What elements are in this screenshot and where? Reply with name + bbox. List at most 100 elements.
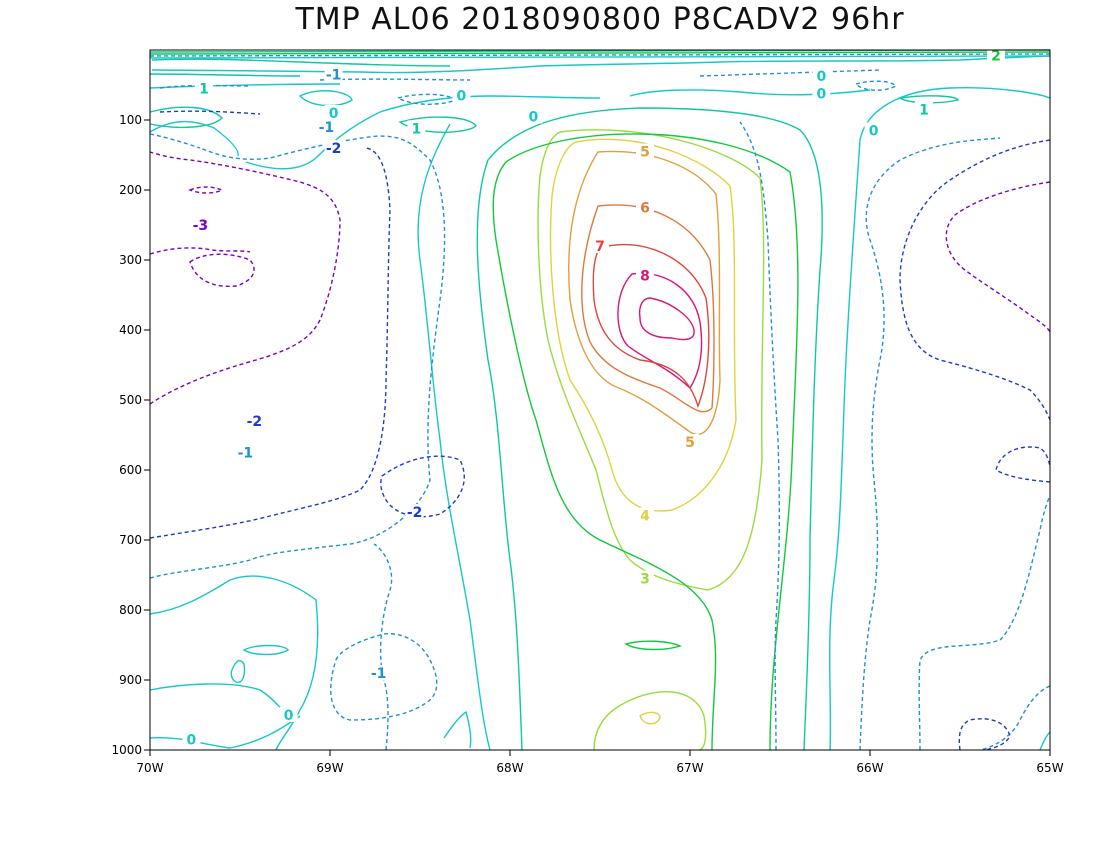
contour-line [149,181,1051,333]
contour-line [492,133,799,751]
contour-line [897,95,960,104]
contour-label-bg [987,47,1005,63]
x-tick-label: 65W [1036,761,1063,775]
contour-line [568,150,721,435]
contour-label-bg [407,120,426,136]
contour-line [443,710,1051,751]
contour-line [859,137,1051,751]
contour-label-bg [636,143,654,159]
contour-line [739,121,781,751]
contour-line [639,711,661,725]
contour-label: 0 [817,86,827,102]
contour-label: -3 [193,218,209,234]
contour-label-bg [812,85,831,101]
contour-label-bg [324,66,343,82]
contour-label-bg [236,444,255,460]
y-tick-label: 200 [119,183,142,197]
contour-label: 5 [640,145,650,161]
chart-title: TMP AL06 2018090800 P8CADV2 96hr [295,2,905,37]
plot-frame [149,49,1051,751]
x-tick-label: 67W [676,761,703,775]
contour-label: -1 [326,68,342,84]
contour-label: 0 [284,708,294,724]
contour-line [624,640,682,651]
contour-label: 6 [640,201,650,217]
contour-label: 1 [919,103,929,119]
contour-label: -2 [407,505,423,521]
contour-line [149,58,451,77]
contour-line [151,55,1051,74]
contour-label: -1 [319,120,335,136]
contour-line [638,297,695,341]
y-tick-label: 100 [119,113,142,127]
contour-label-bg [317,119,336,134]
contour-line [380,455,465,518]
contour-label: 0 [329,106,339,122]
contour-label: 4 [640,509,650,525]
contour-label-bg [245,413,264,428]
contour-line [593,691,707,751]
y-tick-label: 1000 [111,743,142,757]
contour-line [592,243,710,409]
x-axis: 70W 69W 68W 67W 66W 65W [136,750,1064,775]
y-axis: 100 200 300 400 500 600 700 800 900 1000 [111,113,150,757]
contour-label-bg [636,199,654,215]
contour-line [581,204,715,413]
contour-line [476,107,823,751]
contour-line [330,543,438,751]
contour-label-bg [915,101,933,117]
contour-line [537,129,765,591]
contour-line [189,253,255,287]
contour-label: 0 [817,69,827,85]
contour-line [298,90,353,107]
contour-label-bg [369,665,388,680]
contour-label-bg [864,122,883,138]
contour-label-bg [681,434,699,449]
contour-label: 2 [991,49,1001,65]
contour-label-bg [636,507,654,523]
contour-label: 8 [640,268,650,284]
contour-label: -1 [371,666,387,682]
contour-label-bg [195,80,213,96]
x-tick-label: 68W [496,761,523,775]
contour-label: -2 [247,414,263,430]
contour-line [149,106,223,129]
contour-line [149,110,391,539]
contour-line [958,718,1011,751]
x-tick-label: 70W [136,761,163,775]
contour-line [549,138,737,512]
contour-label-bg [191,217,210,232]
contour-label-bg [636,267,654,283]
y-tick-label: 600 [119,463,142,477]
y-tick-label: 300 [119,253,142,267]
contour-label-bg [324,140,343,155]
contour-label-bg [591,238,609,253]
y-tick-label: 700 [119,533,142,547]
contour-label: -1 [238,446,254,462]
x-tick-label: 66W [856,761,883,775]
contour-label-bg [279,707,298,722]
y-tick-label: 400 [119,323,142,337]
contour-label: 0 [187,733,197,749]
contour-line [417,86,1051,751]
contour-label: 0 [869,124,879,140]
contour-line [149,133,446,579]
contour-label: 5 [685,435,695,451]
contour-line [149,151,341,405]
x-tick-label: 69W [316,761,343,775]
contour-label: 0 [529,110,539,126]
contour-label-bg [405,504,424,519]
contour-label: 7 [595,239,605,255]
y-tick-label: 900 [119,673,142,687]
contour-label: -2 [326,141,342,157]
contour-line [854,80,898,91]
contour-line [242,644,289,656]
contour-line [396,93,458,105]
contour-label-bg [812,67,831,83]
contour-line [149,55,1051,59]
contour-line [149,53,1051,57]
contour-label-bg [182,731,201,747]
contour-label: 1 [412,121,422,137]
